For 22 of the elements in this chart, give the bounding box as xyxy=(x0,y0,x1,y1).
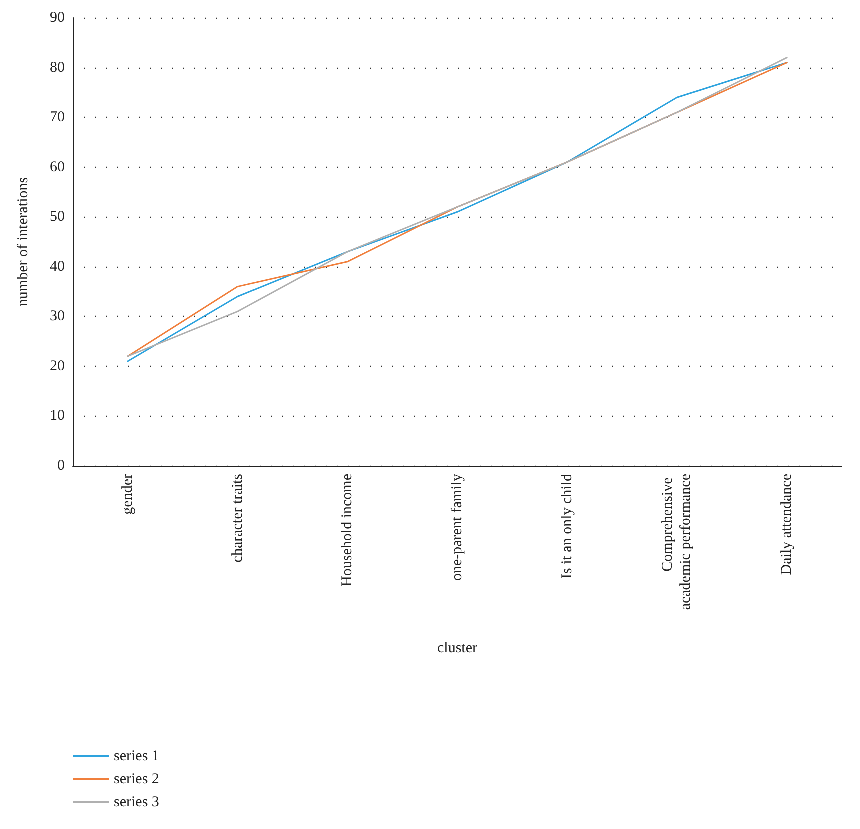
y-tick-label: 80 xyxy=(50,60,65,76)
y-tick-label: 30 xyxy=(50,308,65,325)
x-tick-label: Daily attendance xyxy=(779,474,796,576)
legend-label: series 3 xyxy=(114,794,160,810)
legend-label: series 2 xyxy=(114,772,160,788)
y-tick-label: 20 xyxy=(50,358,65,374)
y-tick-label: 10 xyxy=(50,408,65,424)
x-tick-label: Is it an only child xyxy=(559,474,576,579)
y-tick-label: 70 xyxy=(50,110,65,126)
y-axis-title: number of interations xyxy=(16,177,32,307)
x-tick-label: Comprehensive academic performance xyxy=(660,474,694,610)
y-tick-label: 0 xyxy=(58,458,65,474)
x-tick-label: Household income xyxy=(340,474,356,587)
legend-label: series 1 xyxy=(114,748,160,764)
y-tick-label: 40 xyxy=(50,258,65,275)
y-tick-label: 50 xyxy=(50,209,65,226)
x-tick-label: one-parent family xyxy=(450,474,466,582)
x-tick-label: gender xyxy=(120,474,136,515)
x-axis-title: cluster xyxy=(438,640,478,656)
x-tick-label: character traits xyxy=(230,474,246,563)
y-tick-label: 60 xyxy=(50,159,65,176)
y-tick-label: 90 xyxy=(50,10,65,26)
